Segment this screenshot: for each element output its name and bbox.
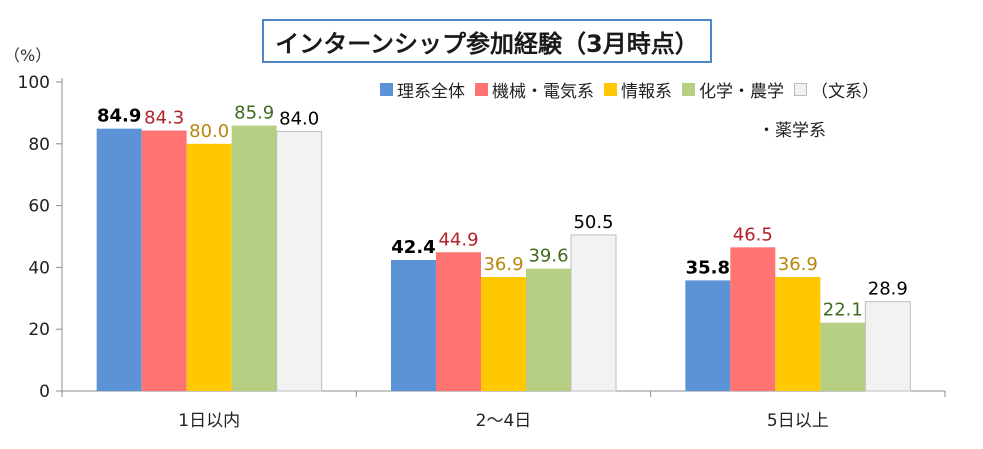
bar — [820, 322, 866, 391]
data-label: 36.9 — [483, 254, 523, 275]
chart-title-box: インターンシップ参加経験（3月時点） — [262, 19, 712, 63]
bar — [186, 143, 232, 391]
bar — [141, 130, 187, 391]
legend-item-kagaku-nogaku: 化学・農学 — [682, 77, 784, 102]
bar — [775, 276, 821, 391]
data-label: 44.9 — [438, 229, 478, 250]
y-axis-unit-label: （%） — [4, 46, 52, 65]
data-label: 84.3 — [144, 108, 184, 129]
legend-label-kagaku-nogaku-line2: ・薬学系 — [758, 121, 826, 141]
data-label: 42.4 — [391, 237, 435, 258]
y-tick-label: 20 — [28, 320, 50, 340]
legend-swatch-kikai-denki — [475, 82, 488, 96]
x-category-label: 2〜4日 — [476, 411, 532, 431]
data-label: 80.0 — [189, 121, 229, 142]
data-label: 22.1 — [823, 300, 863, 321]
legend-item-bunkei: （文系） — [794, 77, 879, 102]
bar — [685, 280, 731, 391]
bar — [231, 125, 277, 391]
legend-label-kagaku-nogaku-line1: 化学・農学 — [699, 81, 784, 102]
legend-item-rikei-zentai: 理系全体 — [380, 77, 465, 102]
legend-label-bunkei: （文系） — [811, 81, 879, 102]
bar — [526, 268, 571, 391]
data-label: 36.9 — [778, 254, 818, 275]
legend-label-joho: 情報系 — [621, 81, 672, 102]
y-tick-label: 0 — [39, 382, 50, 402]
x-category-label: 1日以内 — [178, 411, 240, 431]
bar — [730, 247, 776, 391]
y-tick-label: 100 — [18, 73, 50, 93]
y-tick-label: 60 — [28, 197, 50, 217]
data-label: 85.9 — [234, 103, 274, 124]
y-tick-label: 80 — [28, 135, 50, 155]
bar — [96, 128, 142, 391]
data-label: 84.0 — [279, 108, 319, 129]
bar — [436, 252, 481, 391]
bar — [391, 259, 436, 391]
data-label: 50.5 — [573, 212, 613, 233]
legend-item-joho: 情報系 — [604, 77, 672, 102]
legend-swatch-kagaku-nogaku — [682, 82, 695, 96]
y-tick-label: 40 — [28, 258, 50, 278]
data-label: 28.9 — [868, 279, 908, 300]
legend-label-rikei-zentai: 理系全体 — [397, 81, 465, 102]
bar — [481, 276, 526, 391]
legend-swatch-joho — [604, 82, 617, 96]
legend-swatch-bunkei — [794, 82, 807, 96]
legend-label-kikai-denki: 機械・電気系 — [492, 81, 594, 102]
bar — [570, 234, 617, 392]
data-label: 35.8 — [686, 257, 730, 278]
data-label: 39.6 — [528, 246, 568, 267]
chart-title: インターンシップ参加経験（3月時点） — [275, 29, 699, 58]
data-label: 46.5 — [733, 224, 773, 245]
x-category-label: 5日以上 — [767, 411, 829, 431]
bar — [276, 130, 323, 392]
data-label: 84.9 — [97, 106, 141, 127]
legend-swatch-rikei-zentai — [380, 82, 393, 96]
legend: 理系全体 機械・電気系 情報系 化学・農学 （文系） ・薬学系 — [380, 76, 980, 141]
bar — [864, 301, 911, 392]
legend-item-kikai-denki: 機械・電気系 — [475, 77, 594, 102]
